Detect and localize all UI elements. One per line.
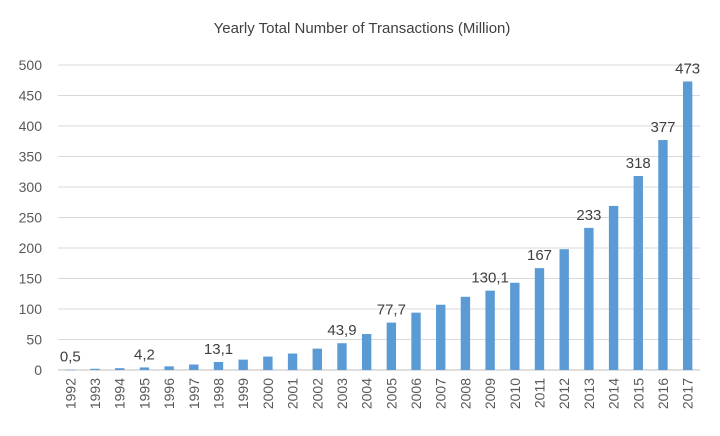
- bar: [584, 227, 594, 370]
- bars: [65, 81, 693, 371]
- bar: [337, 343, 347, 370]
- bar: [213, 362, 224, 370]
- y-tick-label: 450: [19, 88, 43, 104]
- x-tick-label: 2011: [532, 378, 548, 408]
- data-label: 4,2: [134, 346, 155, 363]
- y-axis: 0 50 100 150 200 250 300 350 400 450 500: [19, 57, 43, 378]
- x-tick-label: 2013: [581, 378, 597, 409]
- bar: [534, 268, 545, 370]
- y-tick-label: 150: [19, 271, 43, 287]
- bar: [115, 368, 125, 370]
- x-tick-label: 2001: [285, 378, 301, 409]
- bar: [164, 366, 174, 370]
- data-label: 377: [650, 119, 675, 136]
- bar: [608, 205, 619, 370]
- x-tick-label: 2017: [680, 378, 696, 409]
- bar: [460, 296, 471, 370]
- x-tick-label: 2016: [655, 378, 671, 409]
- x-tick-label: 2010: [507, 378, 523, 409]
- y-tick-label: 400: [19, 118, 43, 134]
- bar: [682, 81, 693, 370]
- x-tick-label: 2008: [457, 378, 473, 409]
- y-tick-label: 300: [19, 179, 43, 195]
- x-tick-label: 2005: [383, 378, 399, 409]
- x-tick-label: 2004: [359, 378, 375, 409]
- x-tick-label: 2012: [556, 378, 572, 409]
- bar: [658, 140, 668, 370]
- bar: [312, 348, 322, 370]
- y-tick-label: 500: [19, 57, 43, 73]
- y-tick-label: 100: [19, 301, 43, 317]
- bar: [386, 322, 397, 370]
- x-tick-label: 1992: [62, 378, 78, 409]
- bar: [238, 359, 248, 370]
- data-label: 0,5: [60, 349, 81, 366]
- x-axis: 1992 1993 1994 1995 1996 1997 1998 1999 2000 2001…: [62, 378, 695, 409]
- y-tick-label: 350: [19, 149, 43, 165]
- bar: [633, 176, 643, 370]
- chart-title: Yearly Total Number of Transactions (Mil…: [214, 20, 511, 37]
- x-tick-label: 1997: [186, 378, 202, 409]
- x-tick-label: 1995: [136, 378, 152, 409]
- y-tick-label: 0: [34, 362, 42, 378]
- data-label: 130,1: [471, 270, 509, 287]
- x-tick-label: 1993: [87, 378, 103, 409]
- data-labels: 0,5 4,2 13,1 43,9 77,7 130,1 167 233 318 377 473: [60, 60, 700, 365]
- x-tick-label: 1999: [235, 378, 251, 409]
- x-tick-label: 2003: [334, 378, 350, 409]
- bar: [90, 368, 100, 370]
- data-label: 318: [626, 155, 651, 172]
- bar: [510, 282, 520, 370]
- bar: [361, 334, 372, 370]
- x-tick-label: 2006: [408, 378, 424, 409]
- x-tick-label: 2007: [433, 378, 449, 409]
- x-tick-label: 1996: [161, 378, 177, 409]
- y-tick-label: 50: [26, 332, 42, 348]
- gridlines: [58, 64, 700, 371]
- bar: [189, 364, 199, 370]
- bar: [436, 304, 446, 370]
- y-tick-label: 250: [19, 210, 43, 226]
- bar: [139, 367, 150, 370]
- y-tick-label: 200: [19, 240, 43, 256]
- x-tick-label: 2014: [606, 378, 622, 409]
- bar: [559, 249, 569, 370]
- bar: [411, 312, 421, 370]
- x-tick-label: 1994: [112, 378, 128, 409]
- x-tick-label: 2002: [309, 378, 325, 409]
- x-tick-label: 1998: [211, 378, 227, 409]
- data-label: 473: [675, 60, 700, 77]
- bar: [485, 290, 495, 370]
- data-label: 167: [527, 247, 552, 264]
- bar: [65, 369, 76, 371]
- x-tick-label: 2009: [482, 378, 498, 409]
- x-tick-label: 2015: [630, 378, 646, 409]
- data-label: 233: [576, 207, 601, 224]
- data-label: 13,1: [204, 341, 233, 358]
- bar: [263, 356, 273, 370]
- x-tick-label: 2000: [260, 378, 276, 409]
- data-label: 77,7: [377, 302, 406, 319]
- bar: [287, 353, 298, 370]
- data-label: 43,9: [327, 322, 356, 339]
